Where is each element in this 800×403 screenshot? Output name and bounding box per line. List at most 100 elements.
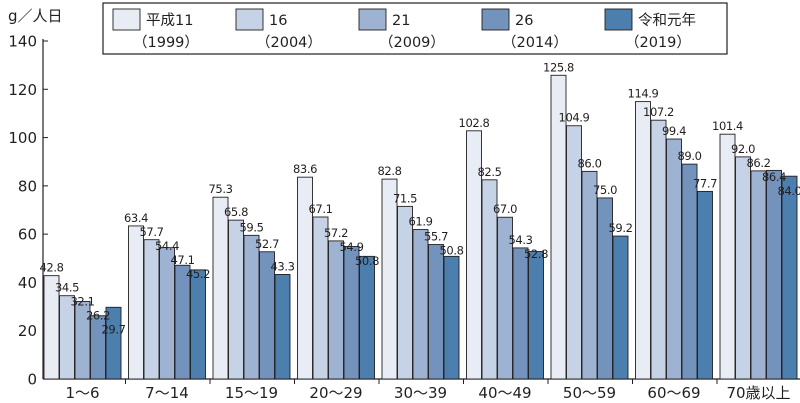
legend-swatch bbox=[604, 8, 633, 31]
legend-series-year: （2014） bbox=[502, 34, 568, 51]
legend: 平成11 （1999） 16 （2004） 21 （2009） 26 （2014） 令和元年 （2… bbox=[102, 2, 728, 55]
data-label: 86.4 bbox=[762, 170, 786, 184]
bar bbox=[174, 264, 191, 380]
bar bbox=[259, 251, 275, 380]
bar bbox=[466, 130, 482, 380]
legend-series-name: 令和元年 bbox=[638, 12, 696, 29]
category-label: 20～29 bbox=[309, 384, 362, 402]
y-axis: 0 20 40 60 80 100 120 140 bbox=[8, 33, 48, 389]
data-label: 29.7 bbox=[101, 323, 125, 337]
data-label: 114.9 bbox=[628, 87, 659, 101]
bar bbox=[719, 133, 736, 380]
data-label: 86.2 bbox=[746, 156, 770, 170]
bar bbox=[43, 275, 60, 380]
bar bbox=[90, 315, 106, 380]
data-label: 75.3 bbox=[208, 182, 232, 196]
data-label: 65.8 bbox=[224, 205, 248, 219]
bar bbox=[228, 219, 244, 380]
y-tick-label: 80 bbox=[18, 177, 37, 195]
y-tick-label: 120 bbox=[8, 81, 37, 99]
bar bbox=[581, 170, 598, 380]
bar bbox=[297, 176, 313, 380]
bar bbox=[781, 175, 798, 380]
bar bbox=[381, 178, 398, 380]
y-tick-label: 140 bbox=[8, 33, 37, 51]
category-label: 1～6 bbox=[65, 384, 99, 402]
data-label: 61.9 bbox=[408, 215, 432, 229]
bar bbox=[159, 247, 175, 380]
data-label: 67.0 bbox=[493, 202, 517, 216]
legend-series-year: （1999） bbox=[133, 34, 199, 51]
data-label: 34.5 bbox=[55, 281, 79, 295]
legend-swatch bbox=[112, 8, 141, 31]
bar bbox=[128, 225, 144, 380]
legend-series-name: 26 bbox=[515, 13, 533, 29]
data-label: 77.7 bbox=[693, 176, 717, 190]
bar bbox=[597, 197, 613, 380]
bar bbox=[59, 295, 75, 380]
bar bbox=[528, 251, 544, 380]
data-label: 54.3 bbox=[508, 233, 532, 247]
data-label: 59.5 bbox=[239, 220, 263, 234]
bar bbox=[443, 255, 460, 380]
data-label: 52.8 bbox=[524, 247, 548, 261]
y-tick-label: 100 bbox=[8, 129, 37, 147]
data-label: 82.5 bbox=[477, 165, 501, 179]
data-label: 86.0 bbox=[577, 156, 601, 170]
data-label: 52.7 bbox=[255, 237, 279, 251]
bar bbox=[766, 169, 782, 380]
data-label: 57.7 bbox=[139, 225, 163, 239]
data-label: 43.3 bbox=[270, 259, 294, 273]
legend-series-year: （2004） bbox=[256, 34, 322, 51]
data-label: 107.2 bbox=[643, 105, 674, 119]
legend-series-name: 平成11 bbox=[146, 12, 193, 29]
data-label: 102.8 bbox=[459, 116, 490, 130]
bar bbox=[481, 179, 498, 380]
legend-series-year: （2019） bbox=[625, 34, 691, 51]
data-label: 45.2 bbox=[186, 267, 210, 281]
bar bbox=[212, 196, 229, 380]
bar bbox=[274, 274, 291, 380]
data-label: 50.8 bbox=[355, 254, 379, 268]
legend-swatch bbox=[481, 8, 510, 31]
data-label: 92.0 bbox=[731, 142, 755, 156]
bar bbox=[612, 235, 629, 380]
data-label: 42.8 bbox=[39, 261, 63, 275]
bar bbox=[312, 216, 329, 380]
bar bbox=[412, 229, 429, 380]
bar bbox=[428, 244, 444, 380]
data-label: 101.4 bbox=[712, 119, 743, 133]
data-label: 75.0 bbox=[593, 183, 617, 197]
bar bbox=[681, 163, 698, 380]
bar bbox=[343, 246, 360, 380]
y-tick-label: 40 bbox=[18, 274, 37, 292]
data-label: 55.7 bbox=[424, 230, 448, 244]
bar bbox=[635, 101, 651, 380]
data-label: 63.4 bbox=[124, 211, 148, 225]
bar bbox=[650, 119, 667, 380]
legend-swatch bbox=[235, 8, 264, 31]
bar bbox=[359, 255, 375, 380]
category-label: 7～14 bbox=[145, 384, 189, 402]
data-label: 71.5 bbox=[393, 191, 417, 205]
y-axis-unit-label: g／人日 bbox=[8, 7, 63, 25]
category-label: 60～69 bbox=[647, 384, 700, 402]
data-label: 32.1 bbox=[70, 295, 94, 309]
legend-series-name: 16 bbox=[269, 13, 287, 29]
bar bbox=[666, 138, 682, 380]
bar bbox=[697, 190, 713, 380]
data-label: 57.2 bbox=[324, 226, 348, 240]
bar bbox=[105, 306, 122, 380]
bar bbox=[190, 269, 206, 380]
bar bbox=[397, 205, 413, 380]
data-label: 89.0 bbox=[677, 149, 701, 163]
legend-series-name: 21 bbox=[392, 13, 410, 29]
data-label: 83.6 bbox=[293, 162, 317, 176]
bar bbox=[243, 234, 260, 380]
data-label: 84.0 bbox=[777, 184, 800, 198]
y-tick-label: 20 bbox=[18, 322, 37, 340]
data-label: 82.8 bbox=[377, 164, 401, 178]
category-label: 15～19 bbox=[225, 384, 278, 402]
data-label: 47.1 bbox=[170, 253, 194, 267]
